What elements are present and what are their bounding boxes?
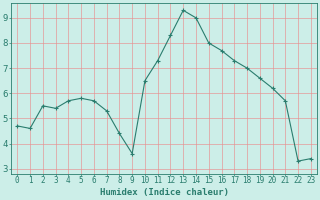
X-axis label: Humidex (Indice chaleur): Humidex (Indice chaleur) xyxy=(100,188,228,197)
